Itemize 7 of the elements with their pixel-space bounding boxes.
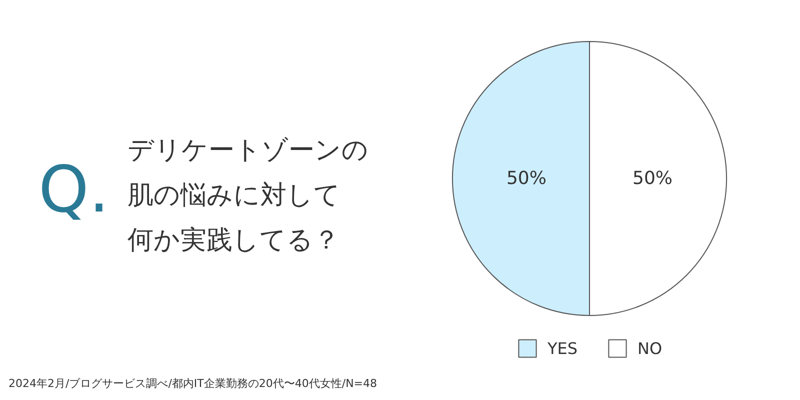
data-label: 50% — [632, 168, 673, 189]
text: 2024年2月/ブログサービス調べ/都内IT企業勤務の20代〜40代女性/N=48 — [8, 377, 378, 390]
data-label: 50% — [506, 168, 546, 189]
legend-label: YES — [548, 338, 578, 358]
text: デリケートゾーンの肌の悩みに対して何か実践してる？ — [128, 136, 368, 256]
text: Q. — [38, 154, 110, 228]
legend-label: NO — [638, 338, 662, 358]
